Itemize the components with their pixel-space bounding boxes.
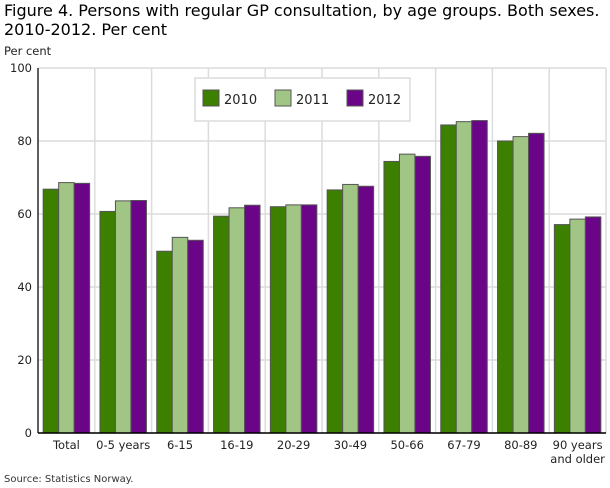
legend-label: 2011 (296, 93, 329, 108)
bar-2011 (569, 218, 586, 434)
legend-box (194, 77, 411, 122)
bar-2012 (528, 132, 545, 434)
x-tick-label: and older (550, 452, 605, 466)
bar-2011 (58, 182, 75, 434)
bar-2011 (512, 136, 530, 434)
bar-2012 (584, 216, 602, 434)
legend-swatch-2010 (202, 89, 220, 107)
legend-label: 2012 (368, 93, 401, 108)
bar-2011 (285, 204, 302, 434)
bar-2010 (99, 210, 116, 434)
bar-2011 (228, 207, 246, 434)
bar-2012 (187, 239, 204, 434)
x-tick-label: 6-15 (167, 438, 193, 452)
chart-title: Figure 4. Persons with regular GP consul… (4, 1, 600, 39)
bar-2012 (471, 120, 488, 434)
bar-2010 (326, 189, 344, 434)
x-tick-label: 80-89 (504, 438, 537, 452)
bar-2011 (455, 121, 473, 434)
x-tick-label: 20-29 (277, 438, 310, 452)
bar-2010 (42, 188, 60, 434)
legend-swatch-2011 (274, 89, 292, 107)
y-tick-label: 20 (17, 353, 32, 367)
bar-2012 (130, 199, 147, 434)
bar-2012 (300, 204, 318, 434)
bar-2010 (383, 160, 400, 434)
legend: 2010 2011 2012 (194, 77, 411, 122)
legend-swatch-2012 (346, 89, 364, 107)
bar-2011 (342, 183, 359, 434)
bar-2010 (269, 206, 287, 434)
bar-2012 (73, 182, 91, 434)
x-tick-label: 16-19 (220, 438, 253, 452)
x-tick-label: 67-79 (447, 438, 480, 452)
bar-2010 (213, 215, 230, 434)
bar-2011 (398, 153, 416, 434)
x-tick-label: 30-49 (334, 438, 367, 452)
y-axis-label: Per cent (4, 44, 52, 58)
x-tick-label: 0-5 years (96, 438, 150, 452)
y-tick-label: 80 (17, 134, 32, 148)
bar-2010 (553, 224, 571, 434)
x-tick-label: 50-66 (390, 438, 423, 452)
bar-2010 (156, 250, 173, 434)
legend-label: 2010 (224, 93, 257, 108)
x-tick-label: 90 years (553, 438, 603, 452)
bar-2010 (497, 140, 514, 434)
source-note: Source: Statistics Norway. (4, 474, 134, 485)
bar-2011 (171, 236, 189, 434)
bar-2012 (357, 185, 375, 434)
bar-2010 (440, 124, 457, 434)
bar-2012 (244, 204, 261, 434)
y-tick-label: 0 (25, 426, 32, 440)
y-tick-label: 40 (17, 280, 32, 294)
x-tick-label: Total (52, 438, 80, 452)
y-tick-label: 60 (17, 207, 32, 221)
bar-2012 (414, 155, 431, 434)
y-tick-label: 100 (10, 61, 32, 75)
bar-2011 (114, 200, 132, 434)
